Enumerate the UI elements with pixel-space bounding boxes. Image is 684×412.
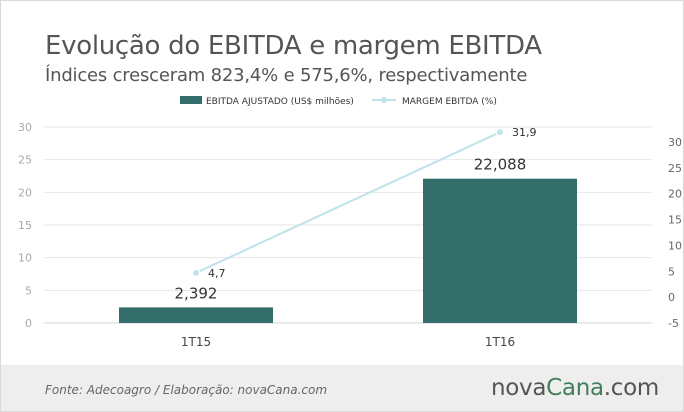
line-point	[192, 268, 200, 277]
legend-label-bar: EBITDA AJUSTADO (US$ milhões)	[206, 97, 354, 107]
y-left-tick-label: 20	[18, 186, 32, 199]
y-left-tick-label: 5	[25, 284, 32, 297]
bar	[119, 307, 273, 323]
y-left-tick-label: 30	[18, 121, 32, 134]
y-right-tick-label: 10	[668, 239, 682, 252]
chart-subtitle: Índices cresceram 823,4% e 575,6%, respe…	[45, 65, 528, 86]
y-right-tick-label: 0	[668, 291, 675, 304]
chart-title: Evolução do EBITDA e margem EBITDA	[45, 31, 542, 61]
logo-part-nova: nova	[491, 375, 547, 401]
source-note: Fonte: Adecoagro / Elaboração: novaCana.…	[45, 383, 328, 397]
logo-part-com: .com	[603, 375, 660, 401]
y-left-tick-label: 25	[18, 154, 32, 167]
y-right-tick-label: 30	[668, 136, 682, 149]
legend-swatch-point	[381, 97, 387, 103]
line-point	[496, 128, 504, 137]
legend-swatch-bar	[180, 96, 202, 104]
y-right-tick-label: -5	[668, 317, 679, 330]
x-tick-label: 1T16	[485, 335, 515, 349]
line-series	[195, 131, 501, 274]
y-left-tick-label: 15	[18, 219, 32, 232]
legend-label-line: MARGEM EBITDA (%)	[402, 97, 497, 107]
y-right-tick-label: 5	[668, 265, 675, 278]
line-value-label: 4,7	[208, 267, 226, 280]
y-right-tick-label: 15	[668, 214, 682, 227]
y-right-tick-label: 20	[668, 188, 682, 201]
logo-part-cana: Cana	[546, 375, 604, 401]
bar-value-label: 22,088	[474, 156, 527, 174]
line-value-label: 31,9	[512, 126, 537, 139]
y-left-tick-label: 10	[18, 252, 32, 265]
footer: Fonte: Adecoagro / Elaboração: novaCana.…	[1, 365, 683, 411]
bar-value-label: 2,392	[175, 284, 218, 302]
y-right-tick-label: 25	[668, 162, 682, 175]
bar	[423, 178, 577, 323]
x-tick-label: 1T15	[181, 335, 211, 349]
y-left-tick-label: 0	[25, 317, 32, 330]
logo: novaCana.com	[491, 375, 659, 401]
